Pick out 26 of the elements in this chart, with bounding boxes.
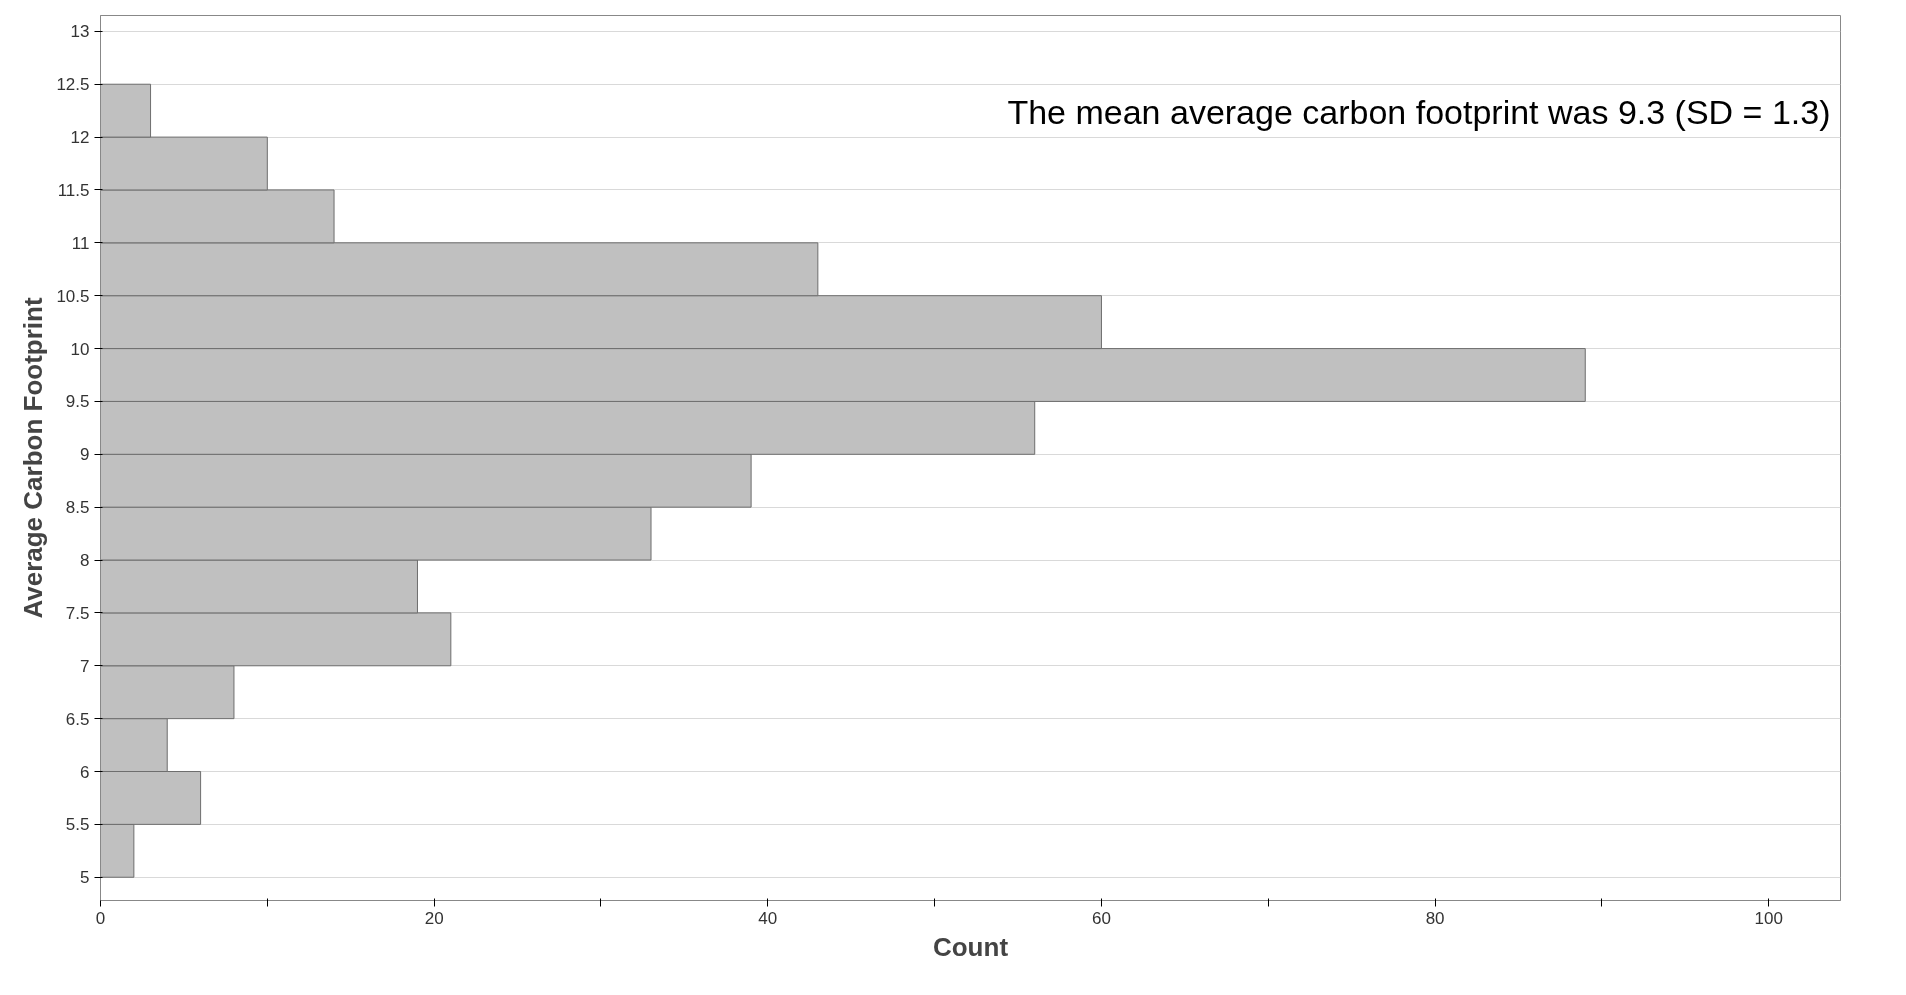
y-tick-label: 5.5: [65, 815, 90, 835]
y-tick-label: 8.5: [65, 498, 90, 518]
x-tick-label: 20: [424, 908, 444, 928]
x-tick-label: 80: [1425, 908, 1445, 928]
y-tick-label: 12.5: [56, 75, 90, 95]
y-tick-label: 6: [80, 762, 90, 782]
y-tick-label: 7.5: [65, 603, 90, 623]
x-tick-label: 100: [1754, 908, 1783, 928]
y-tick-label: 11: [71, 233, 90, 253]
y-tick-label: 9: [80, 445, 90, 465]
x-axis-title: Count: [932, 931, 1009, 962]
y-tick-label: 13: [70, 22, 90, 42]
y-tick-label: 5: [80, 868, 90, 888]
y-tick-label: 9.5: [65, 392, 90, 412]
annotation: The mean average carbon footprint was 9.3 (SD = 1.3): [1007, 93, 1831, 132]
y-tick-label: 10.5: [56, 286, 90, 306]
y-tick-label: 6.5: [65, 709, 90, 729]
y-tick-label: 11.5: [57, 180, 90, 200]
y-tick-label: 7: [80, 656, 90, 676]
y-axis-title: Average Carbon Footprint: [18, 297, 49, 619]
x-tick-label: 60: [1092, 908, 1111, 928]
y-tick-label: 12: [70, 128, 90, 148]
x-tick-label: 40: [758, 908, 778, 928]
x-tick-label: 0: [95, 908, 106, 928]
y-tick-label: 8: [80, 551, 90, 571]
y-tick-label: 10: [70, 339, 90, 359]
